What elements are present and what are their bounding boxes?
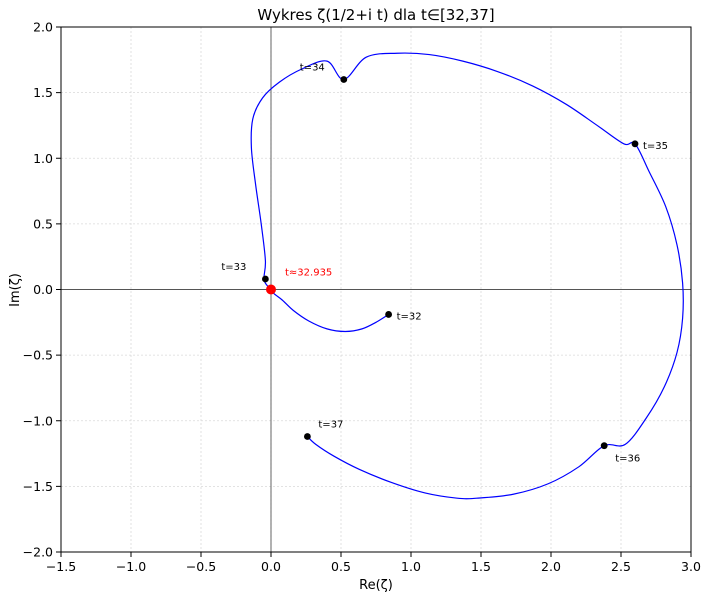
marker-label: t=35 (643, 141, 668, 152)
x-tick-label: −1.5 (46, 559, 76, 574)
marker-label: t=36 (615, 454, 640, 465)
x-tick-label: 2.5 (611, 559, 631, 574)
chart-title: Wykres ζ(1/2+i t) dla t∈[32,37] (257, 6, 494, 24)
x-axis-label: Re(ζ) (359, 578, 393, 593)
x-tick-label: 1.0 (401, 559, 421, 574)
ticks: −1.5 −1.0 −0.5 0.0 0.5 1.0 1.5 2.0 2.5 3.0−2.0−1.… (23, 20, 701, 575)
marker-t-32 (385, 311, 392, 318)
marker-label: t=33 (221, 262, 246, 273)
x-tick-label: 1.5 (471, 559, 491, 574)
y-tick-label: 0.5 (33, 216, 53, 231)
marker-label: t=37 (318, 420, 343, 431)
x-tick-label: 2.0 (541, 559, 561, 574)
x-tick-label: −1.0 (116, 559, 146, 574)
y-tick-label: −1.0 (23, 413, 53, 428)
y-tick-label: −0.5 (23, 348, 53, 363)
marker-label: t=32 (397, 311, 422, 322)
marker-t-34 (340, 76, 348, 83)
x-tick-label: 3.0 (681, 559, 701, 574)
y-tick-label: −2.0 (23, 545, 53, 560)
y-tick-label: 1.5 (33, 85, 53, 100)
zero-marker-label: t≈32.935 (285, 268, 332, 279)
y-tick-label: 0.0 (33, 282, 53, 297)
marker-label: t=34 (300, 63, 325, 74)
marker-t-37 (304, 433, 311, 440)
marker-t-36 (600, 442, 608, 450)
x-tick-label: 0.0 (261, 559, 281, 574)
marker-layer: t=32 t=33 t=34 t=35 t=36 t=37 t≈32.935 (221, 63, 668, 465)
y-tick-label: 2.0 (33, 20, 53, 35)
marker-t-33 (262, 275, 269, 283)
zero-axis-lines (61, 27, 691, 552)
y-tick-label: −1.5 (23, 479, 53, 494)
zero-marker (266, 284, 276, 295)
y-tick-label: 1.0 (33, 151, 53, 166)
x-tick-label: 0.5 (331, 559, 351, 574)
marker-t-35 (631, 140, 639, 148)
y-axis-label: Im(ζ) (8, 273, 23, 307)
x-tick-label: −0.5 (186, 559, 216, 574)
